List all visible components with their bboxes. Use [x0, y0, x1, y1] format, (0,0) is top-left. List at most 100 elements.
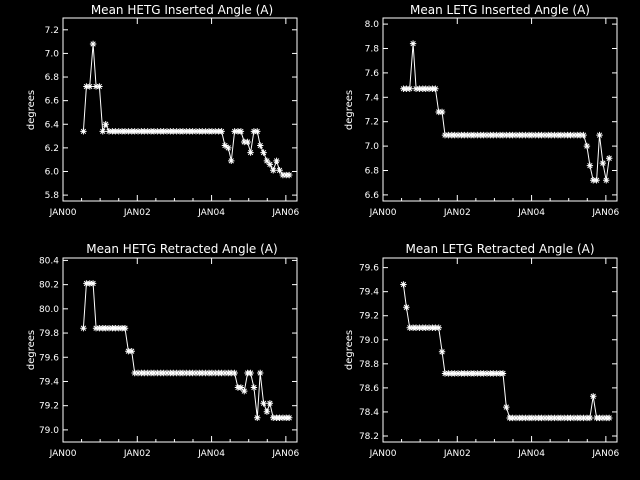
data-point [474, 131, 481, 139]
data-point [541, 131, 549, 139]
data-point [596, 414, 603, 422]
data-point [99, 128, 106, 135]
data-point [273, 157, 280, 165]
data-point [247, 149, 254, 156]
y-tick-label: 6.4 [45, 120, 60, 130]
data-point [416, 324, 423, 331]
data-point [134, 128, 142, 135]
chart-panel-2: Mean LETG Inserted Angle (A) degrees 6.6 6.… [344, 3, 620, 218]
data-point [250, 128, 258, 135]
data-point [461, 370, 468, 377]
chart-panel-1: Mean HETG Inserted Angle (A) degrees 5.8 6.… [26, 3, 300, 218]
y-tick-label: 6.6 [45, 97, 60, 107]
data-point [279, 171, 287, 179]
data-point [266, 161, 274, 168]
data-point [538, 131, 545, 139]
data-point [470, 131, 478, 139]
data-point [247, 369, 254, 377]
data-point [286, 171, 293, 179]
data-point [83, 83, 90, 90]
data-point [522, 414, 529, 422]
data-point [199, 369, 206, 377]
data-point [131, 369, 138, 377]
data-point [154, 369, 161, 377]
x-tick-label: JAN04 [517, 208, 545, 218]
y-tick-label: 78.4 [359, 408, 379, 418]
data-point [163, 369, 171, 377]
data-point [548, 414, 555, 422]
data-point [160, 369, 167, 377]
x-tick-label: JAN02 [123, 449, 151, 459]
data-point [422, 85, 429, 92]
data-point [522, 131, 529, 139]
data-point [406, 324, 413, 331]
x-tick-label: JAN02 [443, 449, 471, 459]
data-point [412, 85, 420, 92]
data-point [83, 280, 90, 287]
data-point [80, 128, 87, 135]
data-point [263, 408, 271, 415]
data-point [503, 403, 510, 411]
x-tick-label: JAN00 [49, 449, 77, 459]
y-tick-label: 7.6 [365, 69, 380, 79]
data-point [131, 128, 138, 135]
data-point [454, 370, 462, 377]
y-tick-label: 7.2 [45, 26, 59, 36]
data-point [416, 85, 423, 92]
y-tick-label: 6.8 [45, 73, 60, 83]
data-point [86, 280, 93, 287]
data-point [606, 414, 613, 422]
data-point [532, 414, 539, 422]
data-point [425, 85, 433, 92]
data-point [260, 400, 267, 407]
data-point [438, 108, 446, 116]
y-tick-label: 79.8 [39, 329, 59, 339]
data-point [202, 369, 209, 377]
data-point [590, 393, 597, 400]
data-point [125, 128, 132, 135]
y-tick-label: 79.6 [39, 353, 59, 363]
data-point [532, 131, 539, 139]
data-point [202, 128, 209, 135]
data-point [509, 414, 516, 422]
data-point [218, 369, 225, 377]
data-point [400, 281, 407, 288]
data-point [596, 131, 603, 139]
y-tick-label: 6.2 [45, 144, 59, 154]
data-point [173, 369, 180, 377]
data-point [228, 157, 235, 165]
data-point [490, 370, 497, 377]
data-point [541, 414, 549, 422]
x-tick-label: JAN06 [271, 208, 299, 218]
y-tick-label: 6.6 [365, 191, 380, 201]
y-tick-label: 80.4 [39, 256, 59, 266]
data-point [266, 400, 274, 407]
data-point [490, 131, 497, 139]
data-point [160, 128, 167, 135]
data-point [412, 324, 420, 331]
data-point [509, 131, 516, 139]
chart-panel-3: Mean HETG Retracted Angle (A) degrees 79.0… [26, 242, 300, 459]
data-point [105, 128, 113, 135]
data-point [441, 131, 449, 139]
data-point [170, 128, 177, 135]
plot-frame [62, 17, 298, 202]
data-point [112, 325, 119, 332]
data-point [270, 167, 277, 174]
data-point [538, 414, 545, 422]
data-point [170, 369, 177, 377]
data-point [451, 370, 458, 377]
data-point [102, 325, 109, 332]
data-point [557, 414, 565, 422]
data-point [432, 324, 439, 331]
data-point [435, 324, 442, 331]
data-point [480, 370, 487, 377]
data-point [470, 370, 478, 377]
data-point [228, 369, 235, 377]
data-point [231, 369, 238, 377]
data-point [208, 369, 216, 377]
data-point [244, 138, 251, 146]
data-point [406, 85, 413, 92]
data-point [163, 128, 171, 135]
